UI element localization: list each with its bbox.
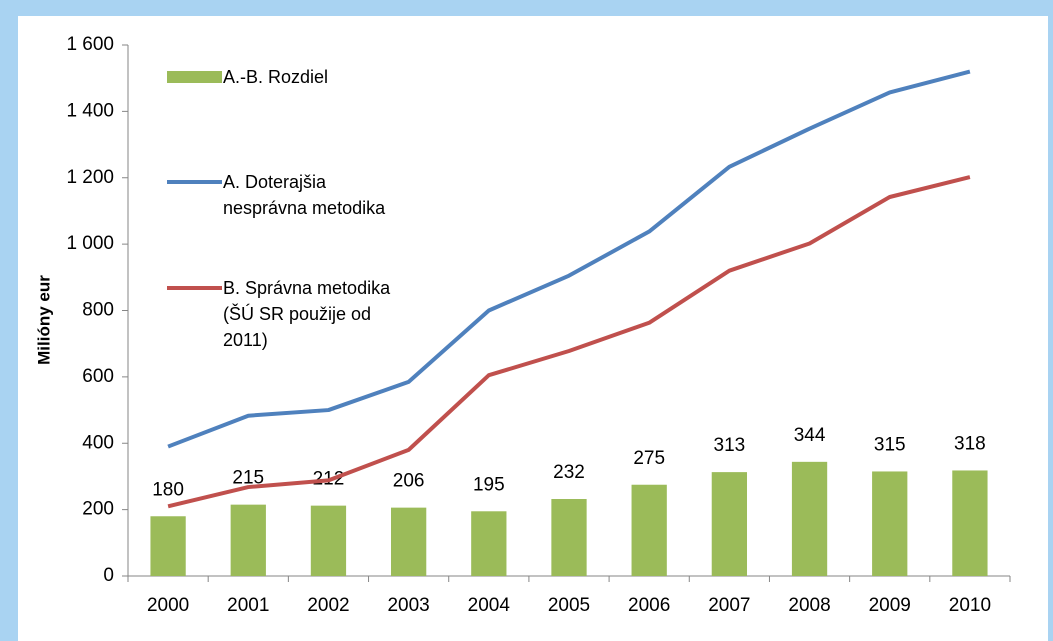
bar (952, 470, 988, 576)
data-label: 206 (393, 471, 425, 492)
data-label: 195 (473, 474, 505, 495)
x-tick-label: 2004 (468, 595, 511, 616)
y-axis-label: Milióny eur (34, 275, 53, 365)
x-tick-label: 2001 (227, 595, 269, 616)
bar (230, 504, 266, 576)
x-tick-label: 2003 (387, 595, 429, 616)
data-label: 313 (714, 435, 746, 456)
line (167, 175, 971, 509)
x-tick-label: 2000 (147, 595, 189, 616)
legend-label: A. Doterajšia nesprávna metodika (223, 172, 386, 218)
bar (150, 516, 186, 576)
x-tick-label: 2010 (949, 595, 991, 616)
data-label: 232 (553, 462, 585, 483)
data-label: 344 (794, 425, 826, 446)
y-tick-label: 1 200 (66, 167, 114, 188)
bar (310, 505, 347, 576)
line (167, 69, 971, 449)
data-label: 318 (954, 433, 986, 454)
y-tick-label: 0 (103, 565, 114, 586)
x-tick-label: 2009 (869, 595, 911, 616)
bar (551, 499, 587, 576)
y-tick-label: 200 (82, 499, 114, 520)
data-label: 180 (152, 479, 184, 500)
legend-label: B. Správna metodika (ŠÚ SR použije od 20… (223, 278, 391, 350)
legend-swatch (167, 71, 222, 83)
y-tick-label: 400 (82, 432, 114, 453)
x-tick-label: 2007 (708, 595, 750, 616)
data-label: 315 (874, 434, 906, 455)
y-tick-label: 1 000 (66, 233, 114, 254)
x-tick-label: 2008 (788, 595, 830, 616)
data-label: 215 (232, 468, 264, 489)
x-tick-label: 2005 (548, 595, 590, 616)
x-tick-label: 2002 (307, 595, 349, 616)
bar (872, 471, 908, 576)
bar (471, 511, 507, 576)
y-tick-label: 800 (82, 300, 114, 321)
data-label: 275 (633, 448, 665, 469)
y-tick-label: 600 (82, 366, 114, 387)
bar (390, 507, 427, 576)
bar (791, 461, 828, 576)
x-tick-label: 2006 (628, 595, 670, 616)
bar (631, 484, 667, 576)
bar (711, 472, 748, 576)
y-tick-label: 1 600 (66, 34, 114, 55)
legend-label: A.-B. Rozdiel (223, 67, 329, 87)
y-tick-label: 1 400 (66, 100, 114, 121)
